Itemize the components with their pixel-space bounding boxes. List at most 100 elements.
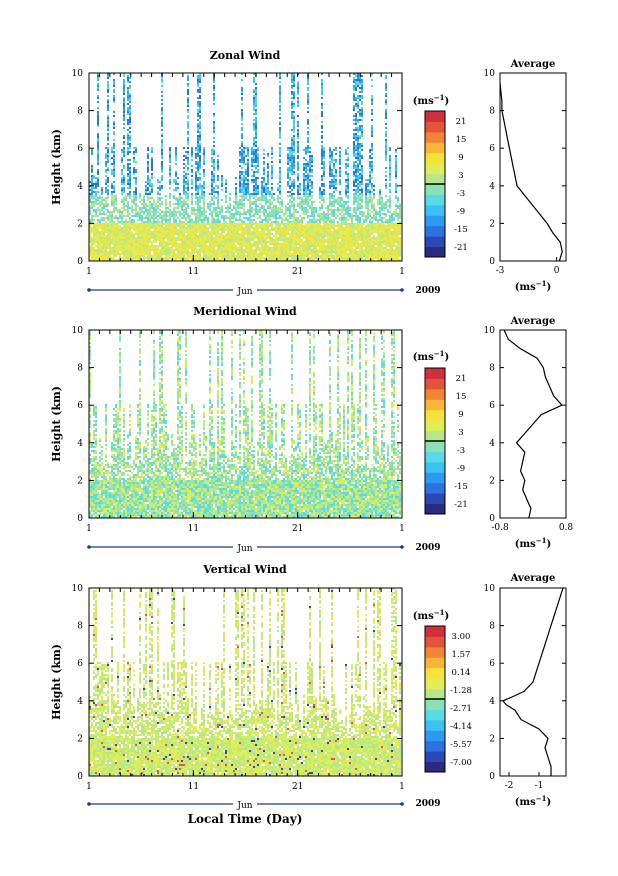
heatmap-cell	[247, 237, 249, 239]
heatmap-cell	[199, 215, 201, 217]
heatmap-cell	[243, 183, 245, 185]
heatmap-cell	[279, 187, 281, 189]
heatmap-cell	[129, 117, 131, 119]
heatmap-cell	[99, 213, 101, 215]
heatmap-cell	[161, 179, 163, 181]
heatmap-cell	[175, 197, 177, 199]
heatmap-cell	[91, 229, 93, 231]
heatmap-cell	[101, 233, 103, 235]
heatmap-cell	[91, 153, 93, 155]
heatmap-cell	[97, 235, 99, 237]
heatmap-cell	[283, 219, 285, 221]
heatmap-cell	[291, 205, 293, 207]
heatmap-cell	[287, 203, 289, 205]
heatmap-cell	[197, 151, 199, 153]
heatmap-cell	[161, 171, 163, 173]
heatmap-cell	[111, 195, 113, 197]
heatmap-cell	[197, 251, 199, 253]
heatmap-cell	[257, 217, 259, 219]
heatmap-cell	[97, 203, 99, 205]
heatmap-cell	[111, 227, 113, 229]
heatmap-cell	[287, 161, 289, 163]
heatmap-cell	[277, 247, 279, 249]
heatmap-cell	[133, 159, 135, 161]
heatmap-cell	[267, 193, 269, 195]
heatmap-cell	[125, 241, 127, 243]
heatmap-cell	[173, 221, 175, 223]
heatmap-cell	[293, 193, 295, 195]
heatmap-cell	[213, 151, 215, 153]
heatmap-cell	[199, 135, 201, 137]
heatmap-cell	[199, 123, 201, 125]
heatmap-cell	[109, 235, 111, 237]
heatmap-cell	[279, 89, 281, 91]
heatmap-cell	[193, 253, 195, 255]
heatmap-cell	[225, 239, 227, 241]
heatmap-cell	[239, 159, 241, 161]
heatmap-cell	[117, 223, 119, 225]
heatmap-cell	[107, 137, 109, 139]
heatmap-cell	[285, 213, 287, 215]
heatmap-cell	[151, 225, 153, 227]
heatmap-cell	[197, 81, 199, 83]
heatmap-cell	[97, 207, 99, 209]
heatmap-cell	[111, 213, 113, 215]
heatmap-cell	[245, 183, 247, 185]
heatmap-cell	[181, 233, 183, 235]
heatmap-cell	[235, 187, 237, 189]
heatmap-cell	[273, 253, 275, 255]
heatmap-cell	[105, 251, 107, 253]
heatmap-cell	[107, 133, 109, 135]
heatmap-cell	[123, 103, 125, 105]
heatmap-cell	[239, 215, 241, 217]
heatmap-cell	[129, 113, 131, 115]
heatmap-cell	[127, 257, 129, 259]
heatmap-cell	[297, 225, 299, 227]
heatmap-cell	[211, 183, 213, 185]
heatmap-cell	[97, 161, 99, 163]
heatmap-cell	[209, 235, 211, 237]
heatmap-cell	[199, 163, 201, 165]
heatmap-cell	[97, 181, 99, 183]
heatmap-cell	[107, 239, 109, 241]
heatmap-cell	[167, 253, 169, 255]
heatmap-cell	[207, 205, 209, 207]
heatmap-cell	[279, 251, 281, 253]
heatmap-cell	[147, 243, 149, 245]
heatmap-cell	[197, 223, 199, 225]
heatmap-cell	[201, 211, 203, 213]
heatmap-cell	[107, 189, 109, 191]
heatmap-cell	[199, 111, 201, 113]
heatmap-cell	[199, 223, 201, 225]
heatmap-cell	[213, 93, 215, 95]
heatmap-cell	[133, 255, 135, 257]
heatmap-cell	[231, 215, 233, 217]
heatmap-cell	[93, 247, 95, 249]
heatmap-cell	[253, 231, 255, 233]
heatmap-cell	[199, 95, 201, 97]
heatmap-cell	[173, 225, 175, 227]
heatmap-cell	[135, 147, 137, 149]
heatmap-cell	[217, 207, 219, 209]
heatmap-cell	[259, 251, 261, 253]
heatmap-cell	[213, 159, 215, 161]
heatmap-cell	[209, 233, 211, 235]
heatmap-cell	[217, 169, 219, 171]
heatmap-cell	[113, 165, 115, 167]
heatmap-cell	[127, 201, 129, 203]
heatmap-cell	[135, 179, 137, 181]
heatmap-cell	[241, 167, 243, 169]
heatmap-cell	[135, 207, 137, 209]
heatmap-cell	[107, 185, 109, 187]
heatmap-cell	[127, 165, 129, 167]
heatmap-cell	[271, 171, 273, 173]
heatmap-cell	[205, 243, 207, 245]
heatmap-cell	[111, 205, 113, 207]
heatmap-cell	[267, 191, 269, 193]
heatmap-cell	[297, 131, 299, 133]
heatmap-cell	[237, 231, 239, 233]
heatmap-cell	[157, 191, 159, 193]
heatmap-cell	[221, 199, 223, 201]
heatmap-cell	[279, 167, 281, 169]
heatmap-cell	[247, 257, 249, 259]
